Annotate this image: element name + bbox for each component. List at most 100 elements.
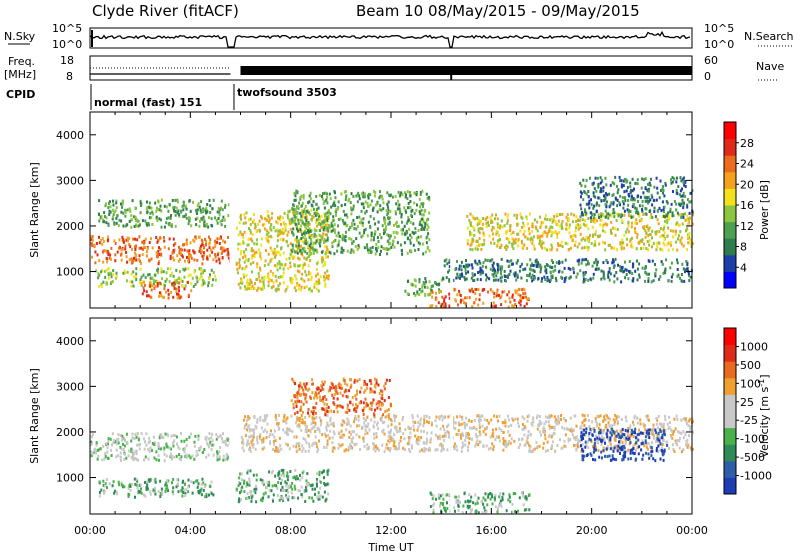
echo-cell (610, 201, 613, 205)
echo-cell (384, 446, 387, 450)
echo-cell (423, 449, 426, 453)
echo-cell (262, 430, 265, 434)
echo-cell (679, 230, 682, 234)
echo-cell (688, 200, 691, 204)
echo-cell (474, 292, 477, 295)
echo-cell (323, 490, 326, 494)
echo-cell (124, 247, 127, 251)
echo-cell (646, 240, 649, 243)
echo-cell (596, 263, 599, 267)
echo-cell (270, 223, 273, 227)
echo-cell (408, 450, 411, 453)
echo-cell (612, 200, 615, 204)
echo-cell (487, 223, 490, 227)
echo-cell (323, 476, 325, 480)
echo-cell (144, 276, 147, 280)
echo-cell (508, 296, 511, 300)
echo-cell (489, 288, 492, 292)
echo-cell (99, 447, 102, 451)
echo-cell (360, 221, 363, 225)
echo-cell (447, 415, 450, 419)
echo-cell (301, 211, 304, 215)
echo-cell (286, 213, 289, 217)
echo-cell (418, 278, 421, 282)
echo-cell (461, 274, 464, 278)
echo-cell (226, 444, 229, 447)
echo-cell (183, 450, 186, 454)
echo-cell (564, 445, 567, 448)
echo-cell (247, 257, 250, 261)
echo-cell (162, 295, 165, 299)
echo-cell (426, 286, 429, 290)
echo-cell (283, 230, 286, 234)
echo-cell (672, 235, 675, 239)
echo-cell (539, 225, 542, 229)
echo-cell (613, 246, 616, 250)
echo-cell (104, 482, 107, 486)
echo-cell (302, 236, 305, 239)
echo-cell (239, 252, 242, 256)
echo-cell (211, 439, 214, 443)
echo-cell (478, 415, 481, 419)
echo-cell (103, 457, 106, 461)
echo-cell (227, 251, 230, 254)
echo-cell (255, 478, 258, 482)
echo-cell (219, 220, 222, 224)
echo-cell (659, 179, 662, 183)
echo-cell (115, 442, 118, 446)
echo-cell (585, 202, 588, 206)
echo-cell (394, 415, 397, 418)
echo-cell (210, 492, 213, 496)
echo-cell (507, 238, 510, 241)
echo-cell (460, 268, 463, 272)
echo-cell (122, 485, 124, 489)
echo-cell (263, 264, 266, 268)
echo-cell (337, 231, 340, 235)
echo-cell (342, 420, 345, 424)
echo-cell (584, 213, 587, 217)
echo-cell (322, 228, 325, 232)
echo-cell (147, 294, 150, 298)
echo-cell (156, 206, 158, 210)
echo-cell (212, 443, 215, 447)
echo-cell (294, 487, 297, 491)
echo-cell (614, 175, 617, 179)
echo-cell (313, 285, 316, 289)
echo-cell (287, 486, 290, 490)
echo-cell (686, 445, 689, 449)
echo-cell (279, 231, 282, 235)
echo-cell (280, 222, 282, 226)
echo-cell (308, 233, 310, 237)
echo-cell (250, 499, 253, 503)
echo-cell (318, 193, 321, 197)
colorbar-tick-label: 8 (740, 241, 747, 254)
echo-cell (663, 243, 666, 247)
echo-cell (391, 195, 394, 199)
echo-cell (684, 194, 687, 198)
echo-cell (323, 212, 326, 216)
echo-cell (239, 472, 242, 476)
echo-cell (114, 209, 117, 213)
echo-cell (647, 441, 650, 445)
echo-cell (172, 442, 175, 446)
echo-cell (622, 206, 625, 210)
echo-cell (554, 264, 557, 268)
echo-cell (311, 427, 314, 430)
echo-cell (419, 220, 422, 224)
echo-cell (487, 421, 490, 425)
echo-cell (254, 491, 257, 495)
echo-cell (135, 267, 138, 271)
echo-cell (454, 427, 457, 430)
echo-cell (318, 470, 321, 474)
echo-cell (245, 274, 248, 277)
echo-cell (174, 224, 177, 228)
echo-cell (581, 413, 584, 417)
echo-cell (318, 430, 321, 434)
echo-cell (283, 413, 286, 417)
echo-cell (487, 290, 489, 294)
echo-cell (261, 237, 263, 241)
echo-cell (383, 228, 385, 232)
echo-cell (342, 248, 345, 252)
echo-cell (127, 487, 130, 491)
